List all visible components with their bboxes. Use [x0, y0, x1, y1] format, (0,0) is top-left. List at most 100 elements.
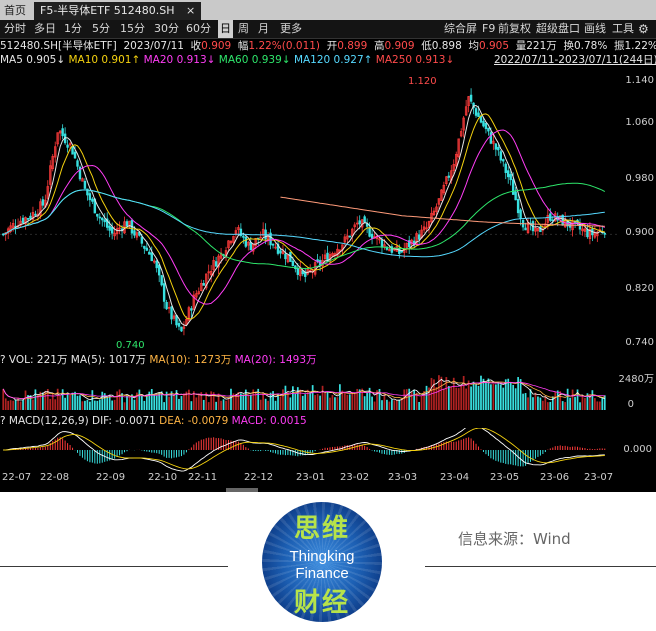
- candle-body: [217, 255, 220, 268]
- volume-bar: [378, 388, 381, 410]
- gear-icon[interactable]: ⚙: [638, 22, 649, 36]
- candle-body: [479, 116, 483, 123]
- tab-active-chart[interactable]: F5-半导体ETF 512480.SH ×: [34, 2, 202, 20]
- candle-body: [202, 283, 205, 286]
- candle-body: [103, 219, 106, 223]
- candle-body: [9, 225, 12, 232]
- candle-body: [484, 122, 488, 130]
- macd-chart[interactable]: [0, 428, 620, 472]
- candle-body: [455, 154, 458, 167]
- toolbar-item-draw[interactable]: 画线: [584, 22, 606, 35]
- toolbar-item-week[interactable]: 周: [238, 22, 249, 35]
- toolbar-item-day[interactable]: 日: [218, 20, 233, 38]
- candle-body: [115, 228, 119, 235]
- volume-bar: [502, 387, 505, 410]
- candle-body: [232, 236, 235, 243]
- candle-body: [49, 165, 52, 185]
- volume-bar: [579, 402, 581, 410]
- volume-bar: [242, 394, 245, 410]
- candle-body: [358, 220, 361, 225]
- candle-body: [494, 143, 498, 150]
- volume-bar: [527, 397, 529, 410]
- volume-bar: [2, 388, 5, 410]
- ma10-label: MA10 0.901↑: [68, 54, 141, 66]
- candle-body: [514, 191, 517, 201]
- tab-home[interactable]: 首页: [4, 4, 26, 17]
- volume-bar: [197, 393, 200, 410]
- volume-bar: [123, 402, 126, 410]
- toolbar-item-composite[interactable]: 综合屏: [444, 22, 477, 35]
- volume-bar: [435, 387, 438, 410]
- volume-bar: [56, 388, 59, 410]
- candle-body: [427, 221, 431, 228]
- volume-bar: [254, 392, 257, 410]
- volume-bar: [227, 398, 230, 410]
- toolbar-item-multiday[interactable]: 多日: [34, 22, 56, 35]
- volume-bar: [44, 390, 47, 410]
- volume-bar: [559, 391, 562, 410]
- toolbar-item-f9[interactable]: F9: [482, 22, 496, 35]
- toolbar-item-orderbook[interactable]: 超级盘口: [536, 22, 580, 35]
- volume-bar: [356, 388, 359, 410]
- candle-body: [405, 242, 408, 248]
- price-chart[interactable]: [0, 67, 620, 352]
- high-annotation: 1.120: [408, 76, 437, 87]
- candle-body: [125, 221, 129, 227]
- candle-body: [284, 253, 287, 260]
- volume-bar: [381, 400, 383, 410]
- volume-bar: [165, 391, 168, 410]
- volume-bar: [235, 393, 237, 410]
- time-axis-tick: 23-06: [540, 472, 570, 483]
- time-axis-tick: 23-04: [440, 472, 470, 483]
- toolbar-item-more[interactable]: 更多: [280, 22, 302, 35]
- close-icon[interactable]: ×: [186, 4, 196, 17]
- toolbar-item-30min[interactable]: 30分: [154, 22, 179, 35]
- volume-bar: [376, 390, 378, 410]
- toolbar-item-5min[interactable]: 5分: [92, 22, 110, 35]
- candle-body: [261, 228, 265, 236]
- toolbar-item-1min[interactable]: 1分: [64, 22, 82, 35]
- volume-bar: [41, 392, 44, 410]
- volume-bar: [450, 386, 453, 410]
- candle-body: [336, 248, 339, 257]
- candle-body: [286, 254, 290, 263]
- toolbar-item-60min[interactable]: 60分: [186, 22, 211, 35]
- volume-bar: [232, 393, 235, 410]
- volume-bar: [143, 400, 146, 410]
- volume-bar: [537, 396, 539, 410]
- candle-body: [487, 127, 490, 132]
- candle-body: [276, 243, 280, 254]
- toolbar-item-15min[interactable]: 15分: [120, 22, 145, 35]
- volume-bar: [274, 400, 277, 410]
- date-range-label: 2022/07/11-2023/07/11(244日): [494, 54, 656, 66]
- scrollbar-thumb[interactable]: [226, 488, 258, 492]
- volume-bar: [14, 399, 17, 410]
- toolbar-item-month[interactable]: 月: [258, 22, 269, 35]
- volume-bar: [64, 397, 66, 410]
- volume-bar: [145, 395, 148, 410]
- volume-bar: [586, 393, 589, 410]
- volume-title: VOL: 221万 MA(5): 1017万: [8, 354, 147, 366]
- candle-body: [368, 227, 371, 237]
- volume-bar: [569, 397, 571, 410]
- dea-line: [3, 428, 605, 470]
- candle-body: [504, 163, 507, 173]
- toolbar-item-adjust[interactable]: 前复权: [498, 22, 531, 35]
- volume-bar: [418, 401, 420, 410]
- toolbar-item-tools[interactable]: 工具: [612, 22, 634, 35]
- price-tick: 1.140: [625, 75, 654, 86]
- volume-bar: [98, 399, 101, 410]
- candle-body: [417, 234, 421, 240]
- candle-body: [34, 213, 37, 216]
- macd-axis: 0.000: [623, 444, 652, 455]
- candle-body: [457, 138, 460, 157]
- date-range[interactable]: 2022/07/11-2023/07/11(244日)▼: [494, 53, 656, 67]
- toolbar-item-intraday[interactable]: 分时: [4, 22, 26, 35]
- volume-bar: [205, 392, 208, 410]
- volume-chart[interactable]: [0, 368, 620, 412]
- price-tick: 0.740: [625, 337, 654, 348]
- candle-body: [86, 188, 89, 196]
- add-tab-icon[interactable]: +: [180, 3, 191, 18]
- candle-body: [140, 236, 144, 244]
- avg-value: 0.905: [478, 40, 510, 52]
